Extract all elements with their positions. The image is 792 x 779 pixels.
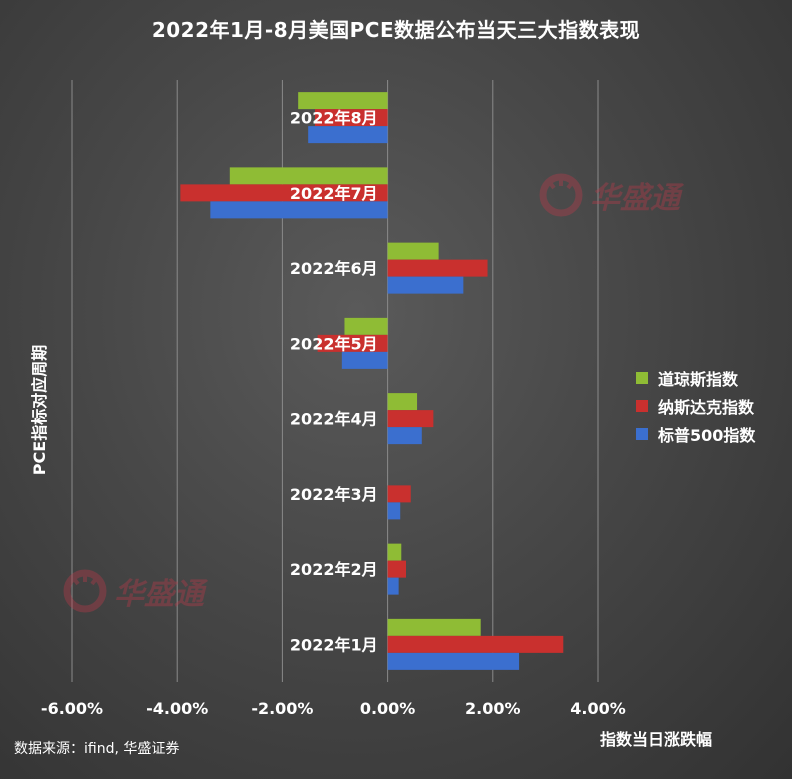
bar-nasdaq: [315, 109, 388, 127]
bar-dow: [387, 618, 481, 636]
bar-dow: [387, 543, 402, 561]
bar-nasdaq: [387, 485, 411, 503]
legend-item-dow: 道琼斯指数: [636, 366, 755, 390]
x-tick-label: -6.00%: [41, 699, 103, 718]
legend-label-dow: 道琼斯指数: [658, 370, 739, 389]
legend: 道琼斯指数 纳斯达克指数 标普500指数: [636, 366, 755, 450]
watermark-logo-icon: [63, 569, 107, 613]
watermark-logo-icon: [539, 173, 583, 217]
watermark-text-bottom: 华盛通: [114, 577, 204, 612]
category-label: 2022年6月: [290, 259, 378, 278]
category-label: 2022年2月: [290, 560, 378, 579]
bar-nasdaq: [387, 259, 488, 277]
bar-sp500: [387, 427, 422, 445]
bar-dow: [298, 92, 388, 110]
watermark-text-top: 华盛通: [590, 181, 680, 216]
category-label: 2022年4月: [290, 410, 378, 429]
bar-nasdaq: [387, 560, 407, 578]
bar-nasdaq: [180, 184, 388, 202]
category-labels: 2022年8月 2022年7月 2022年6月 2022年5月 2022年4月 2022年…: [290, 109, 378, 655]
category-label: 2022年7月: [290, 184, 378, 203]
category-label: 2022年3月: [290, 485, 378, 504]
x-tick-label: -2.00%: [251, 699, 313, 718]
legend-swatch-dow: [636, 372, 648, 384]
x-axis-title: 指数当日涨跌幅: [600, 730, 713, 749]
watermark-bottom: 华盛通: [62, 568, 204, 614]
bar-sp500: [387, 276, 464, 294]
bar-dow: [229, 167, 388, 185]
source-note: 数据来源：ifind, 华盛证券: [14, 741, 180, 757]
x-tick-label: 2.00%: [465, 699, 521, 718]
category-label: 2022年5月: [290, 334, 378, 353]
category-label: 2022年1月: [290, 635, 378, 654]
x-tick-label: 4.00%: [570, 699, 626, 718]
bar-sp500: [387, 577, 399, 595]
legend-swatch-nasdaq: [636, 400, 648, 412]
legend-swatch-sp500: [636, 428, 648, 440]
y-axis-title: PCE指标对应周期: [30, 344, 49, 476]
bar-sp500: [387, 502, 401, 520]
legend-item-sp500: 标普500指数: [636, 422, 755, 446]
x-tick-label: 0.00%: [360, 699, 416, 718]
bar-sp500: [210, 201, 388, 219]
x-tick-label: -4.00%: [146, 699, 208, 718]
bar-sp500: [308, 126, 388, 144]
legend-label-nasdaq: 纳斯达克指数: [658, 398, 755, 417]
bars: [180, 92, 564, 670]
bar-dow: [344, 317, 388, 335]
chart-title: 2022年1月-8月美国PCE数据公布当天三大指数表现: [151, 18, 641, 42]
bar-dow: [387, 242, 439, 260]
x-tick-labels: -6.00% -4.00% -2.00% 0.00% 2.00% 4.00%: [41, 699, 626, 718]
watermark-top: 华盛通: [538, 172, 680, 218]
bar-sp500: [387, 652, 520, 670]
bar-nasdaq: [387, 635, 564, 653]
bar-nasdaq: [387, 410, 434, 428]
bar-dow: [387, 393, 418, 411]
legend-label-sp500: 标普500指数: [658, 426, 756, 445]
category-label: 2022年8月: [290, 109, 378, 128]
legend-item-nasdaq: 纳斯达克指数: [636, 394, 755, 418]
bar-sp500: [341, 351, 388, 369]
bar-nasdaq: [317, 334, 388, 352]
